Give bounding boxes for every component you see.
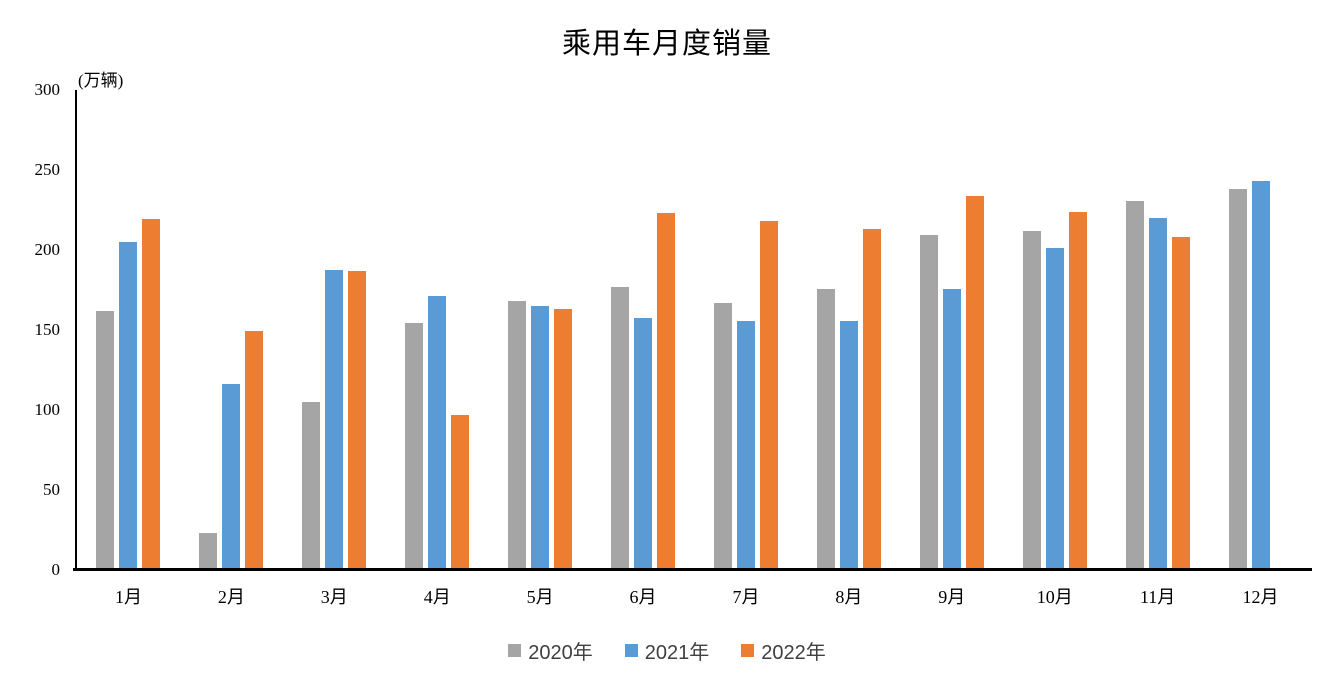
bar bbox=[199, 533, 218, 569]
bar bbox=[1148, 218, 1167, 569]
bar bbox=[736, 320, 755, 569]
y-tick-label: 100 bbox=[34, 400, 61, 419]
x-axis-label: 8月 bbox=[835, 587, 863, 607]
legend-swatch-icon bbox=[508, 644, 522, 657]
bar bbox=[1171, 237, 1190, 569]
x-axis-line bbox=[73, 568, 1312, 571]
bar bbox=[119, 241, 138, 569]
y-tick-label: 250 bbox=[34, 160, 61, 179]
bar bbox=[531, 305, 550, 569]
x-axis-label: 12月 bbox=[1242, 587, 1279, 607]
bar bbox=[657, 213, 676, 569]
bar bbox=[405, 323, 424, 569]
bar bbox=[325, 269, 344, 569]
legend-item: 2020年 bbox=[508, 636, 593, 665]
x-axis-label: 3月 bbox=[320, 587, 348, 607]
bar bbox=[759, 221, 778, 569]
bar bbox=[302, 401, 321, 569]
x-axis-label: 2月 bbox=[217, 587, 245, 607]
bar bbox=[451, 414, 470, 569]
legend-swatch-icon bbox=[741, 644, 755, 657]
y-tick-label: 300 bbox=[34, 80, 61, 99]
y-tick-label: 50 bbox=[43, 480, 60, 499]
legend-item: 2022年 bbox=[741, 636, 826, 665]
bar bbox=[142, 219, 161, 569]
bar bbox=[942, 288, 961, 569]
x-axis-label: 5月 bbox=[526, 587, 554, 607]
bar bbox=[1125, 201, 1144, 569]
bar bbox=[1251, 181, 1270, 569]
y-tick-label: 200 bbox=[34, 240, 61, 259]
bar bbox=[554, 309, 573, 569]
bar bbox=[816, 288, 835, 569]
x-axis-label: 11月 bbox=[1139, 587, 1176, 607]
bar bbox=[919, 234, 938, 569]
bar bbox=[1022, 231, 1041, 569]
bar bbox=[1045, 247, 1064, 569]
legend-item: 2021年 bbox=[624, 636, 710, 665]
x-axis-label: 7月 bbox=[732, 587, 760, 607]
bar bbox=[1068, 212, 1087, 569]
legend: 2020年 2021年 2022年 bbox=[0, 636, 1334, 665]
x-axis-label: 10月 bbox=[1036, 587, 1073, 607]
y-axis-line bbox=[75, 90, 77, 570]
y-tick-label: 0 bbox=[51, 560, 61, 579]
bar bbox=[611, 286, 630, 569]
x-axis-label: 9月 bbox=[938, 587, 966, 607]
legend-swatch-icon bbox=[624, 644, 638, 657]
bar bbox=[428, 296, 447, 569]
bar bbox=[348, 270, 367, 569]
legend-label: 2021年 bbox=[644, 642, 710, 664]
legend-label: 2022年 bbox=[761, 642, 826, 664]
y-tick-label: 150 bbox=[34, 320, 61, 339]
y-axis-unit-label: (万辆) bbox=[78, 71, 124, 90]
bar bbox=[96, 310, 115, 569]
bar bbox=[965, 195, 984, 569]
legend-label: 2020年 bbox=[528, 642, 593, 664]
bar bbox=[1228, 189, 1247, 569]
bar bbox=[862, 229, 881, 569]
bar bbox=[508, 301, 527, 569]
x-axis-label: 6月 bbox=[629, 587, 657, 607]
bar bbox=[634, 317, 653, 569]
bar bbox=[222, 384, 241, 569]
chart-title: 乘用车月度销量 bbox=[561, 28, 772, 60]
bar bbox=[245, 331, 264, 569]
x-axis-label: 1月 bbox=[114, 587, 142, 607]
x-axis-label: 4月 bbox=[423, 587, 451, 607]
bar bbox=[713, 302, 732, 569]
bar bbox=[839, 320, 858, 569]
